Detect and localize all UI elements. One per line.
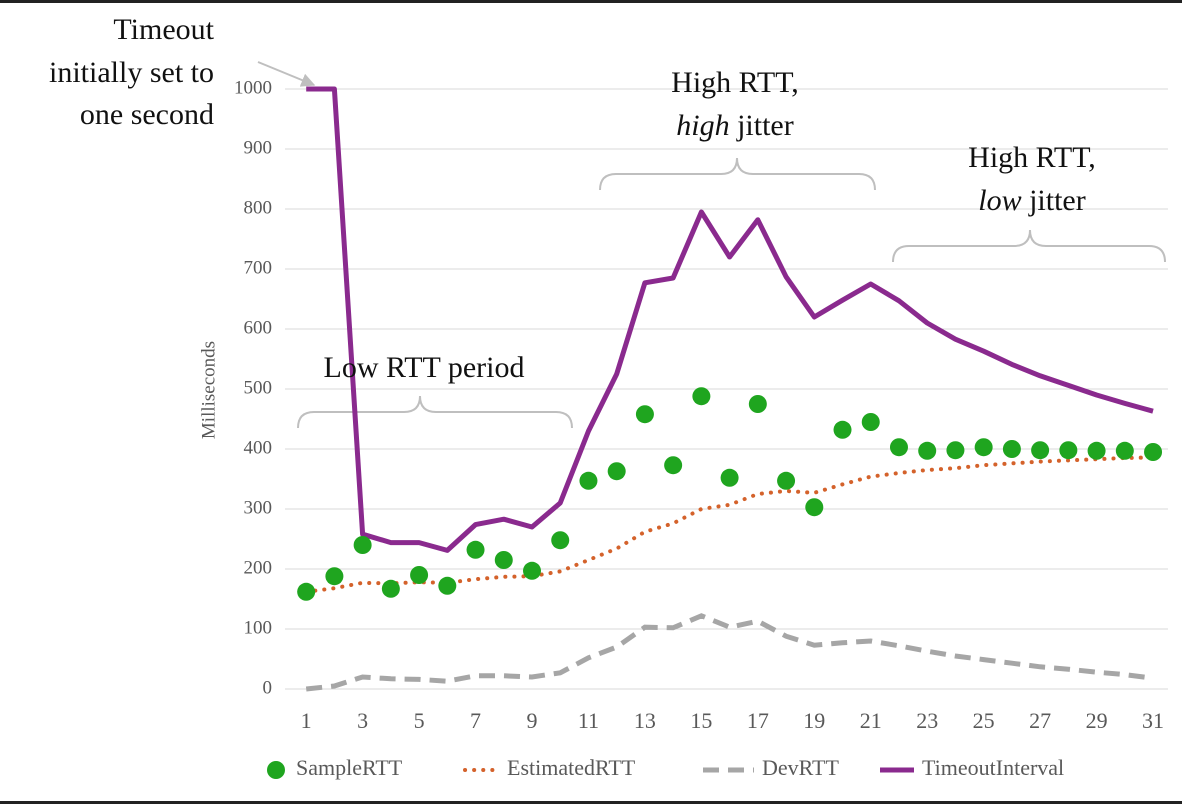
series-line: [306, 86, 1154, 553]
legend-marker: [267, 761, 285, 779]
annotation: Low RTT period: [324, 351, 525, 384]
y-tick-label: 500: [244, 377, 273, 398]
y-tick-label: 900: [244, 137, 273, 158]
y-tick-label: 300: [244, 497, 273, 518]
y-tick-label: 200: [244, 557, 273, 578]
x-tick-label: 9: [527, 708, 538, 733]
marker: [466, 540, 485, 559]
marker: [635, 405, 654, 424]
x-tick-label: 17: [747, 708, 769, 733]
annotation: one second: [80, 98, 214, 131]
marker: [297, 582, 316, 601]
annotation-part: high: [676, 109, 729, 142]
annotation-part: jitter: [730, 109, 794, 142]
annotation-part: High RTT,: [968, 141, 1096, 174]
y-tick-label: 100: [244, 617, 273, 638]
annotation-part: Timeout: [113, 13, 214, 46]
y-tick-label: 1000: [234, 77, 272, 98]
marker: [410, 566, 429, 584]
marker: [946, 441, 965, 460]
marker: [720, 468, 739, 487]
arrow: [257, 61, 316, 87]
marker: [664, 456, 683, 475]
annotation-part: initially set to: [49, 56, 214, 89]
legend-label: SampleRTT: [296, 755, 403, 780]
marker: [1087, 441, 1106, 460]
x-tick-label: 7: [470, 708, 481, 733]
annotation: low jitter: [978, 184, 1086, 217]
marker: [579, 471, 598, 490]
legend-label: DevRTT: [762, 755, 839, 780]
x-tick-label: 15: [690, 708, 712, 733]
x-tick-label: 5: [414, 708, 425, 733]
x-tick-label: 19: [803, 708, 825, 733]
x-tick-label: 27: [1029, 708, 1051, 733]
legend-label: EstimatedRTT: [507, 755, 636, 780]
y-tick-label: 800: [244, 197, 273, 218]
x-tick-label: 3: [357, 708, 368, 733]
marker: [833, 420, 852, 439]
x-tick-label: 29: [1086, 708, 1108, 733]
annotation-part: High RTT,: [671, 66, 799, 99]
annotation-part: Low RTT period: [324, 351, 525, 384]
marker: [1144, 443, 1163, 461]
x-tick-label: 11: [578, 708, 599, 733]
marker: [1002, 440, 1021, 458]
annotation: high jitter: [676, 109, 794, 142]
marker: [748, 395, 767, 413]
marker: [918, 441, 937, 460]
annotation-part: jitter: [1022, 184, 1086, 217]
annotation: High RTT,: [968, 141, 1096, 174]
marker: [1031, 441, 1050, 460]
x-tick-label: 25: [973, 708, 995, 733]
marker: [353, 536, 372, 554]
marker: [607, 462, 626, 481]
marker: [1115, 441, 1134, 460]
x-tick-label: 1: [301, 708, 312, 733]
annotation: Timeout: [113, 13, 214, 46]
series-line: [305, 613, 1154, 692]
marker: [494, 551, 513, 569]
y-axis-label: Milliseconds: [198, 341, 219, 439]
annotation-part: one second: [80, 98, 214, 131]
x-tick-label: 13: [634, 708, 656, 733]
brace: [599, 157, 876, 191]
marker: [551, 531, 570, 550]
marker: [523, 561, 542, 580]
legend-label: TimeoutInterval: [922, 755, 1064, 780]
marker: [381, 579, 400, 598]
annotation-part: low: [978, 184, 1021, 217]
marker: [861, 413, 880, 431]
y-tick-label: 600: [244, 317, 273, 338]
x-tick-label: 31: [1142, 708, 1164, 733]
marker: [889, 438, 908, 457]
marker: [777, 471, 796, 490]
marker: [692, 387, 711, 406]
marker: [438, 576, 457, 595]
y-tick-label: 400: [244, 437, 273, 458]
marker: [325, 567, 344, 586]
brace: [297, 395, 573, 429]
annotation: High RTT,: [671, 66, 799, 99]
marker: [805, 498, 824, 517]
marker: [974, 438, 993, 457]
series-line: [304, 455, 1155, 594]
y-tick-label: 700: [244, 257, 273, 278]
y-tick-label: 0: [263, 677, 273, 698]
annotation: initially set to: [49, 56, 214, 89]
marker: [1059, 441, 1078, 460]
x-tick-label: 23: [916, 708, 938, 733]
brace: [892, 229, 1166, 263]
x-tick-label: 21: [860, 708, 882, 733]
